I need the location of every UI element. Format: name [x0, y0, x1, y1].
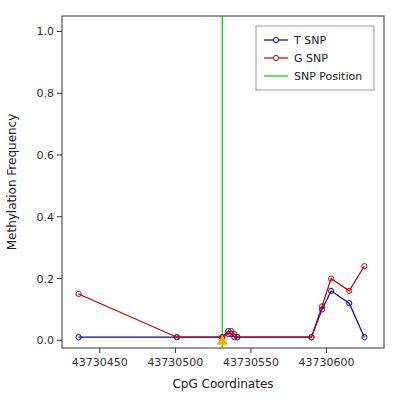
series-point [347, 288, 352, 293]
snp-line [222, 16, 223, 348]
y-axis-label: Methylation Frequency [5, 114, 19, 251]
chart: 43730450 43730500 43730550 43730600 0.0 0.2 0.… [0, 0, 400, 400]
y-tick [57, 278, 62, 279]
legend-label: G SNP [294, 52, 328, 65]
y-tick-label: 0.6 [37, 149, 55, 162]
x-tick [99, 348, 100, 353]
y-tick [57, 340, 62, 341]
series-point [362, 335, 367, 340]
legend-label: T SNP [293, 34, 326, 47]
legend-box [256, 26, 374, 90]
x-axis-label: CpG Coordinates [172, 377, 273, 391]
series-point [328, 288, 333, 293]
y-tick [57, 31, 62, 32]
plot-frame [62, 16, 384, 348]
y-tick [57, 93, 62, 94]
series-point [235, 335, 240, 340]
x-tick-label: 43730600 [299, 356, 355, 369]
legend-swatch [264, 75, 288, 76]
x-tick [175, 348, 176, 353]
x-tick [326, 348, 327, 353]
y-tick [57, 216, 62, 217]
x-tick-label: 43730500 [147, 356, 203, 369]
x-tick-label: 43730550 [223, 356, 279, 369]
y-tick-label: 0.8 [37, 87, 55, 100]
series-point [347, 301, 352, 306]
legend-label: SNP Position [294, 70, 362, 83]
x-tick-label: 43730450 [72, 356, 128, 369]
series-point [362, 264, 367, 269]
series-point [174, 335, 179, 340]
snp-marker [217, 335, 228, 345]
series-point [319, 304, 324, 309]
x-tick [250, 348, 251, 353]
y-tick-label: 0.0 [37, 334, 55, 347]
series-point [229, 328, 234, 333]
legend: T SNP G SNP SNP Position [256, 26, 374, 90]
series-point [226, 332, 231, 337]
y-tick [57, 154, 62, 155]
y-tick-label: 1.0 [37, 25, 55, 38]
y-tick-label: 0.4 [37, 211, 55, 224]
legend-marker [273, 37, 278, 42]
series-point [309, 335, 314, 340]
series-line [79, 266, 365, 337]
series-point [232, 332, 237, 337]
legend-marker [273, 55, 278, 60]
series-point [76, 291, 81, 296]
series-line [79, 291, 365, 337]
y-tick-label: 0.2 [37, 273, 55, 286]
series-point [328, 276, 333, 281]
series-point [76, 335, 81, 340]
